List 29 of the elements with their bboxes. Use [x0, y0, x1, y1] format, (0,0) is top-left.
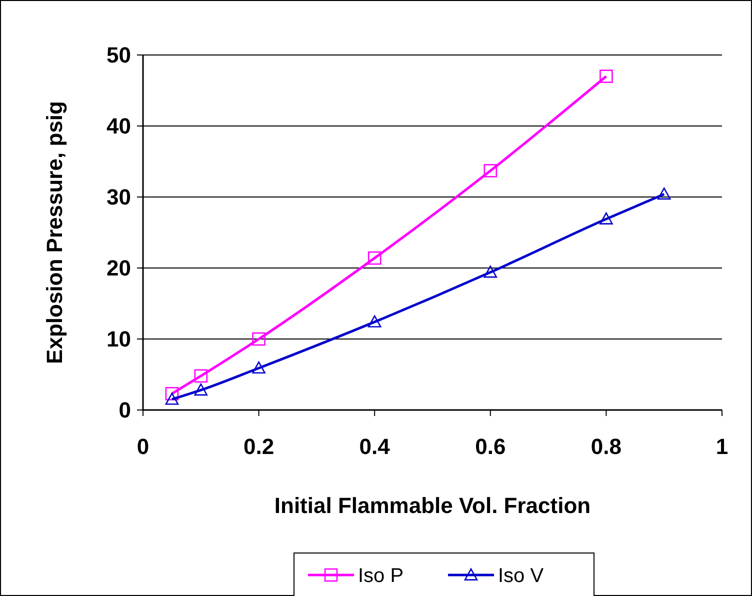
- point: [165, 387, 179, 400]
- point: [252, 332, 266, 346]
- legend-label: Iso P: [358, 565, 404, 587]
- legend-label: Iso V: [498, 565, 544, 587]
- x-tick-label: 1: [716, 434, 728, 459]
- y-tick-label: 40: [106, 114, 131, 139]
- x-tick-label: 0: [136, 434, 150, 459]
- point: [484, 164, 498, 178]
- x-tick-label: 0.4: [359, 434, 391, 459]
- point: [165, 392, 179, 405]
- point: [600, 70, 613, 83]
- point: [484, 266, 498, 278]
- x-tick-label: 0.8: [590, 434, 622, 459]
- y-tick-label: 20: [106, 256, 131, 281]
- x-axis-title: Initial Flammable Vol. Fraction: [274, 493, 591, 518]
- y-tick-label: 10: [106, 326, 131, 352]
- point: [252, 361, 266, 374]
- y-axis-title: Explosion Pressure, psig: [42, 101, 67, 364]
- point: [368, 251, 382, 265]
- y-tick-label: 0: [118, 398, 131, 423]
- point: [194, 383, 208, 396]
- point: [368, 315, 382, 328]
- y-tick-label: 50: [106, 42, 131, 68]
- y-tick-label: 30: [106, 184, 131, 210]
- point: [194, 369, 208, 383]
- point: [657, 188, 671, 200]
- x-tick-label: 0.6: [475, 434, 506, 459]
- point: [600, 212, 613, 224]
- x-tick-label: 0.2: [244, 434, 274, 459]
